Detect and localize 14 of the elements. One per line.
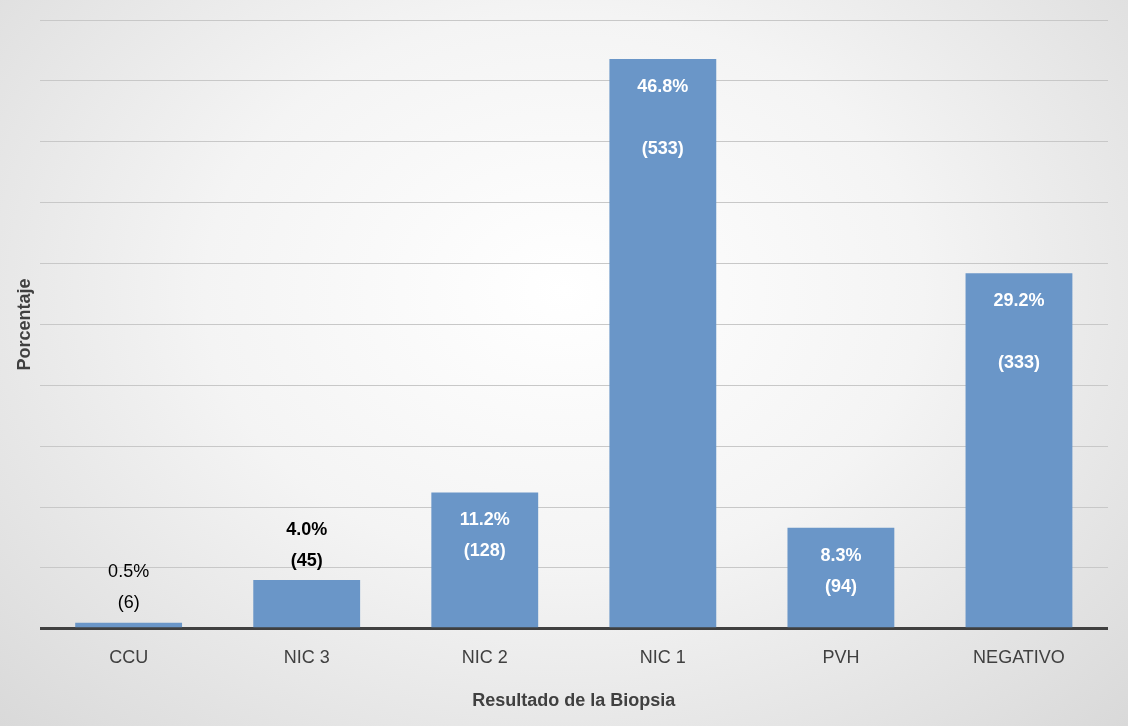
x-tick-label: NIC 3 bbox=[283, 646, 330, 667]
data-label: 4.0% (45) bbox=[286, 518, 328, 570]
text: 29.2% (333) bbox=[993, 290, 1045, 373]
y-axis-title: Porcentaje bbox=[13, 278, 34, 371]
x-tick-label: PVH bbox=[822, 646, 860, 667]
x-tick-label: NEGATIVO bbox=[973, 646, 1065, 667]
x-tick-label: NIC 1 bbox=[639, 646, 686, 667]
data-label: 0.5% (6) bbox=[108, 561, 150, 613]
x-tick-label: NIC 2 bbox=[461, 646, 508, 667]
text: 46.8% (533) bbox=[637, 75, 689, 158]
data-label: 11.2% (128) bbox=[459, 509, 510, 561]
x-tick-label: CCU bbox=[109, 646, 149, 667]
data-label: 8.3% (94) bbox=[820, 544, 862, 596]
x-axis-title: Resultado de la Biopsia bbox=[472, 690, 677, 711]
